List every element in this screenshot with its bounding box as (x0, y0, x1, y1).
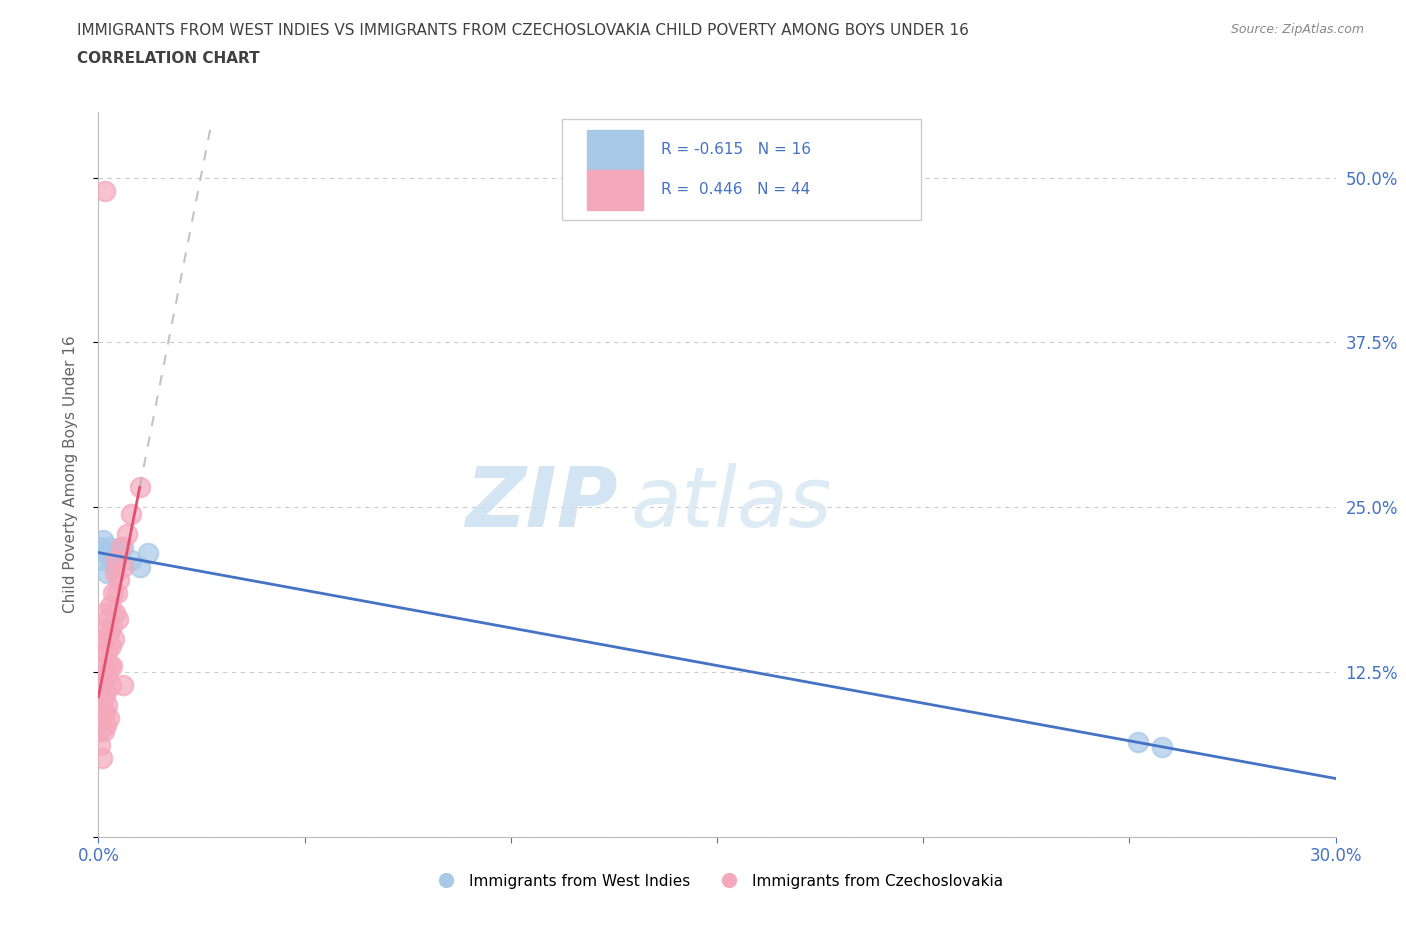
Point (90, 552, 112, 567)
Point (101, 658, 124, 673)
Point (117, 526, 139, 541)
Point (96, 698, 118, 712)
Point (94, 671, 117, 686)
Point (101, 546, 124, 561)
Point (96, 644, 118, 659)
Point (93, 704, 115, 719)
Y-axis label: Child Poverty Among Boys Under 16: Child Poverty Among Boys Under 16 (63, 336, 77, 613)
Point (112, 559, 135, 574)
Point (100, 678, 122, 693)
Point (98, 625, 121, 640)
Point (90, 711, 112, 725)
FancyBboxPatch shape (562, 119, 921, 220)
Point (97, 665, 120, 680)
Point (91, 751, 114, 765)
Text: IMMIGRANTS FROM WEST INDIES VS IMMIGRANTS FROM CZECHOSLOVAKIA CHILD POVERTY AMON: IMMIGRANTS FROM WEST INDIES VS IMMIGRANT… (77, 23, 969, 38)
Point (97, 612, 120, 627)
Point (1126, 735, 1149, 750)
Text: atlas: atlas (630, 463, 832, 544)
Point (100, 618, 122, 633)
Point (100, 552, 122, 567)
Point (136, 546, 159, 561)
Point (120, 552, 142, 567)
Text: Source: ZipAtlas.com: Source: ZipAtlas.com (1230, 23, 1364, 36)
Point (94, 717, 117, 732)
Point (104, 605, 127, 620)
Point (93, 625, 115, 640)
Point (97, 539, 120, 554)
Point (101, 586, 124, 601)
Point (103, 631, 125, 646)
Point (105, 586, 128, 601)
Text: R = -0.615   N = 16: R = -0.615 N = 16 (661, 142, 811, 157)
Point (103, 565, 125, 580)
Point (91, 658, 114, 673)
Point (89, 724, 111, 739)
Legend: Immigrants from West Indies, Immigrants from Czechoslovakia: Immigrants from West Indies, Immigrants … (425, 868, 1010, 895)
Point (93, 546, 115, 561)
Point (93, 183, 115, 198)
Point (89, 539, 111, 554)
Point (90, 644, 112, 659)
Point (104, 559, 127, 574)
Point (107, 612, 129, 627)
Point (112, 539, 135, 554)
Point (104, 552, 127, 567)
Point (94, 631, 117, 646)
FancyBboxPatch shape (588, 169, 643, 209)
Text: CORRELATION CHART: CORRELATION CHART (77, 51, 260, 66)
Point (98, 658, 121, 673)
Point (112, 678, 135, 693)
FancyBboxPatch shape (588, 130, 643, 169)
Text: R =  0.446   N = 44: R = 0.446 N = 44 (661, 182, 811, 197)
Point (96, 565, 118, 580)
Point (120, 507, 142, 522)
Point (89, 737, 111, 752)
Text: ZIP: ZIP (465, 463, 619, 544)
Point (91, 691, 114, 706)
Point (89, 704, 111, 719)
Point (98, 599, 121, 614)
Point (1152, 740, 1174, 755)
Point (110, 539, 132, 554)
Point (128, 559, 150, 574)
Point (100, 638, 122, 653)
Point (108, 546, 131, 561)
Point (91, 533, 114, 548)
Point (93, 724, 115, 739)
Point (90, 678, 112, 693)
Point (96, 684, 118, 699)
Point (97, 711, 120, 725)
Point (128, 480, 150, 495)
Point (93, 605, 115, 620)
Point (108, 572, 131, 587)
